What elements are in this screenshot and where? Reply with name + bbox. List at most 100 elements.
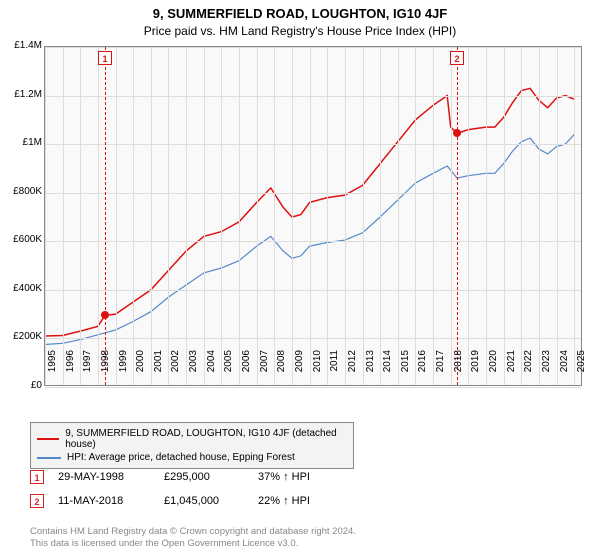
x-tick-label: 2018 (453, 350, 464, 390)
x-tick-label: 2010 (312, 350, 323, 390)
x-tick-label: 2012 (347, 350, 358, 390)
legend-box: 9, SUMMERFIELD ROAD, LOUGHTON, IG10 4JF … (30, 422, 354, 469)
gridline-h (45, 338, 581, 339)
y-tick-label: £200K (2, 331, 42, 342)
gridline-h (45, 290, 581, 291)
gridline-v (310, 47, 311, 385)
gridline-h (45, 193, 581, 194)
x-tick-label: 2016 (417, 350, 428, 390)
x-tick-label: 2019 (470, 350, 481, 390)
legend-row: 9, SUMMERFIELD ROAD, LOUGHTON, IG10 4JF … (37, 427, 347, 451)
gridline-v (504, 47, 505, 385)
line-series-svg (45, 47, 583, 387)
gridline-v (539, 47, 540, 385)
x-tick-label: 2022 (523, 350, 534, 390)
gridline-v (557, 47, 558, 385)
plot-area: 12 (44, 46, 582, 386)
y-tick-label: £1.2M (2, 89, 42, 100)
y-tick-label: £0 (2, 380, 42, 391)
legend-label: 9, SUMMERFIELD ROAD, LOUGHTON, IG10 4JF … (65, 428, 347, 450)
sale-marker-box: 1 (30, 470, 44, 484)
gridline-v (151, 47, 152, 385)
footer-attribution: Contains HM Land Registry data © Crown c… (30, 526, 356, 551)
x-tick-label: 2014 (382, 350, 393, 390)
legend-swatch (37, 438, 59, 440)
x-tick-label: 2001 (153, 350, 164, 390)
legend-row: HPI: Average price, detached house, Eppi… (37, 451, 347, 464)
footer-line: Contains HM Land Registry data © Crown c… (30, 526, 356, 538)
gridline-v (133, 47, 134, 385)
gridline-v (80, 47, 81, 385)
gridline-v (363, 47, 364, 385)
x-tick-label: 2021 (506, 350, 517, 390)
gridline-v (63, 47, 64, 385)
sale-hpi: 22% ↑ HPI (258, 495, 310, 507)
x-tick-label: 2007 (259, 350, 270, 390)
marker-dot (101, 311, 109, 319)
chart-subtitle: Price paid vs. HM Land Registry's House … (0, 21, 600, 38)
x-tick-label: 2013 (365, 350, 376, 390)
x-tick-label: 1996 (65, 350, 76, 390)
sale-date: 11-MAY-2018 (58, 495, 150, 507)
y-tick-label: £1.4M (2, 40, 42, 51)
x-tick-label: 2004 (206, 350, 217, 390)
x-tick-label: 2006 (241, 350, 252, 390)
x-tick-label: 2015 (400, 350, 411, 390)
gridline-v (380, 47, 381, 385)
sale-price: £295,000 (164, 471, 244, 483)
x-tick-label: 2009 (294, 350, 305, 390)
gridline-v (468, 47, 469, 385)
marker-line (457, 47, 458, 385)
gridline-v (398, 47, 399, 385)
gridline-v (274, 47, 275, 385)
gridline-v (257, 47, 258, 385)
y-tick-label: £800K (2, 186, 42, 197)
marker-box: 2 (450, 51, 464, 65)
y-tick-label: £400K (2, 283, 42, 294)
legend-label: HPI: Average price, detached house, Eppi… (67, 452, 295, 463)
gridline-v (204, 47, 205, 385)
gridline-v (345, 47, 346, 385)
x-tick-label: 2025 (576, 350, 587, 390)
chart-title: 9, SUMMERFIELD ROAD, LOUGHTON, IG10 4JF (0, 0, 600, 21)
legend-swatch (37, 457, 61, 459)
x-tick-label: 2008 (276, 350, 287, 390)
x-tick-label: 1999 (118, 350, 129, 390)
marker-dot (453, 129, 461, 137)
x-tick-label: 2020 (488, 350, 499, 390)
gridline-v (239, 47, 240, 385)
marker-box: 1 (98, 51, 112, 65)
gridline-v (451, 47, 452, 385)
footer-line: This data is licensed under the Open Gov… (30, 538, 356, 550)
gridline-h (45, 47, 581, 48)
sale-row: 1 29-MAY-1998 £295,000 37% ↑ HPI (30, 470, 310, 484)
y-tick-label: £600K (2, 234, 42, 245)
x-tick-label: 1997 (82, 350, 93, 390)
gridline-v (98, 47, 99, 385)
marker-line (105, 47, 106, 385)
x-tick-label: 2000 (135, 350, 146, 390)
gridline-v (168, 47, 169, 385)
gridline-v (486, 47, 487, 385)
sale-price: £1,045,000 (164, 495, 244, 507)
x-tick-label: 2011 (329, 350, 340, 390)
x-tick-label: 2005 (223, 350, 234, 390)
gridline-v (574, 47, 575, 385)
x-tick-label: 2023 (541, 350, 552, 390)
gridline-v (327, 47, 328, 385)
x-tick-label: 2017 (435, 350, 446, 390)
x-tick-label: 2003 (188, 350, 199, 390)
y-tick-label: £1M (2, 137, 42, 148)
gridline-h (45, 241, 581, 242)
x-tick-label: 2002 (170, 350, 181, 390)
gridline-v (433, 47, 434, 385)
sale-hpi: 37% ↑ HPI (258, 471, 310, 483)
sale-date: 29-MAY-1998 (58, 471, 150, 483)
gridline-v (292, 47, 293, 385)
gridline-v (415, 47, 416, 385)
gridline-v (521, 47, 522, 385)
x-tick-label: 2024 (559, 350, 570, 390)
chart-container: 9, SUMMERFIELD ROAD, LOUGHTON, IG10 4JF … (0, 0, 600, 560)
x-tick-label: 1995 (47, 350, 58, 390)
gridline-h (45, 96, 581, 97)
